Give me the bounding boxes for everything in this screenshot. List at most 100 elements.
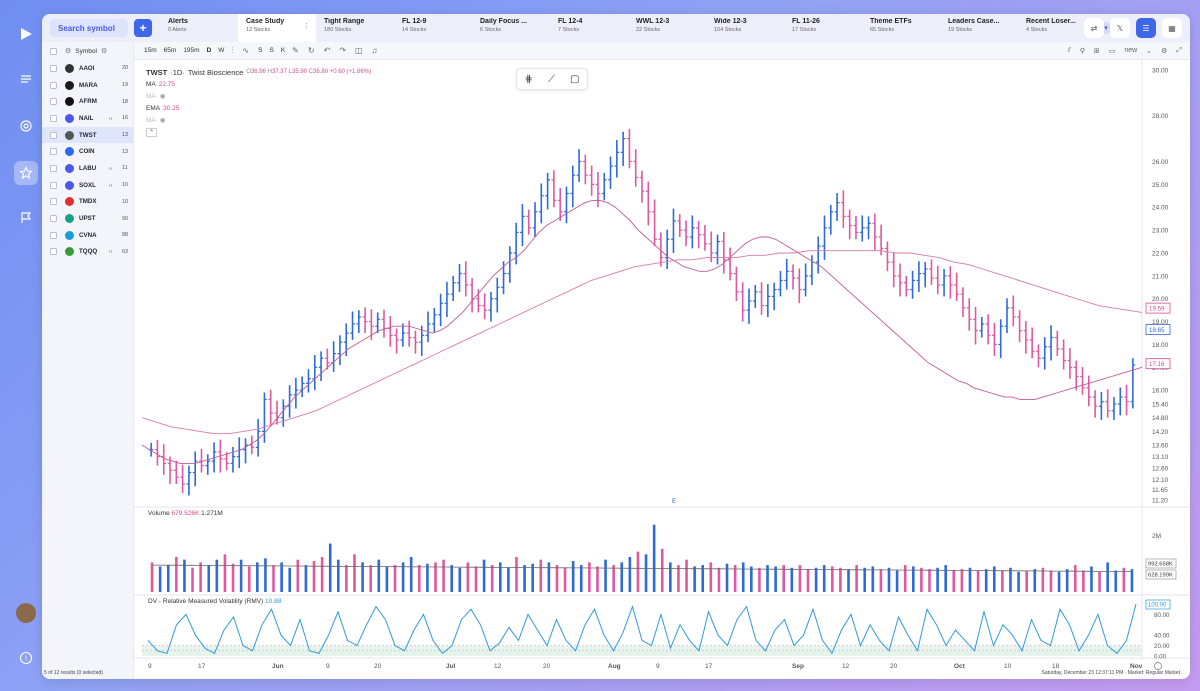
tab-0[interactable]: Alerts 0 Alerts (160, 14, 238, 42)
interval-15m[interactable]: 15m (144, 47, 157, 54)
volume-bar (247, 566, 251, 592)
symbol-column-header[interactable]: Symbol (75, 47, 97, 55)
eye-icon[interactable]: ◉ (159, 93, 166, 100)
bar-chart-icon[interactable]: ⫶ (231, 45, 234, 55)
symbol-row[interactable]: CVNA 88 (42, 227, 133, 244)
row-checkbox[interactable] (50, 114, 57, 122)
row-checkbox[interactable] (50, 148, 57, 156)
trendline-tool-icon[interactable]: ⟋ (547, 73, 555, 85)
gear-icon[interactable]: ⚙ (65, 48, 72, 55)
interval-daily[interactable]: D (206, 47, 212, 54)
comment-tool-icon[interactable]: ▢ (570, 73, 580, 85)
volume-bar (523, 565, 526, 592)
tab-8[interactable]: FL 11-26 17 Stocks (784, 14, 862, 42)
volume-bar (409, 557, 413, 592)
tab-10[interactable]: Leaders Case... 19 Stocks (940, 14, 1018, 42)
row-checkbox[interactable] (50, 64, 57, 72)
eye-icon[interactable]: ◉ (159, 117, 166, 124)
time-tick-label: 20 (374, 663, 382, 670)
layout-icon[interactable]: ⊞ (1093, 47, 1100, 55)
symbol-row[interactable]: TQQQ H 63 (42, 244, 133, 261)
tab-11[interactable]: Recent Loser... 4 Stocks (1018, 14, 1096, 42)
tab-9[interactable]: Theme ETFs 65 Stocks (862, 14, 940, 42)
more-icon[interactable]: ⋮ (303, 23, 310, 30)
chart-type-k[interactable]: K (280, 47, 286, 54)
row-checkbox[interactable] (50, 198, 57, 206)
play-logo-icon[interactable] (14, 22, 38, 46)
chart-area[interactable]: 30.00 28.00 26.00 25.00 24.00 23.00 22.00 21.00… (134, 60, 1190, 679)
symbol-row[interactable]: TWST 13 (42, 126, 133, 144)
chart-type-s2[interactable]: S (269, 47, 274, 54)
chart-toolbar: 15m 65m 195m D W ⫶ ∿ S S K ✎ ↻ ↶ ↷ ◫ ♫ ⫽… (42, 42, 1190, 60)
company-logo-icon (65, 197, 74, 207)
tab-2[interactable]: Tight Range 180 Stocks (316, 14, 394, 42)
volume-bar (482, 559, 486, 592)
row-checkbox[interactable] (50, 164, 57, 172)
interval-195m[interactable]: 195m (183, 47, 200, 54)
tab-title: Leaders Case... (948, 18, 1000, 25)
help-icon[interactable]: ! (14, 646, 38, 670)
fullscreen-icon[interactable]: ⤢ (1176, 46, 1182, 54)
avatar[interactable] (16, 603, 36, 623)
bell-icon[interactable]: ♫ (371, 46, 378, 55)
redo-icon[interactable]: ↷ (339, 46, 346, 55)
symbol-row[interactable]: LABU H 11 (42, 160, 133, 177)
chart-compare-icon[interactable]: ⫽ (1067, 46, 1071, 54)
add-watchlist-button[interactable]: + (134, 19, 152, 37)
tab-3[interactable]: FL 12-9 14 Stocks (394, 14, 472, 42)
camera-icon[interactable]: ◫ (354, 46, 363, 55)
flag-icon[interactable] (14, 206, 38, 230)
symbol-row[interactable]: COIN 13 (42, 143, 133, 160)
pencil-icon[interactable]: ✎ (292, 46, 299, 55)
x-logo-icon[interactable]: 𝕏 (1110, 18, 1130, 38)
volume-bar (377, 559, 381, 592)
tab-4[interactable]: Daily Focus ... 6 Stocks (472, 14, 550, 42)
symbol-ticker: AFRM (79, 98, 97, 106)
volume-bar (328, 543, 332, 592)
chevron-down-icon[interactable]: ⌄ (1146, 47, 1153, 55)
settings-icon[interactable]: ⚙ (100, 48, 108, 55)
symbol-row[interactable]: SOXL H 10 (42, 177, 133, 194)
refresh-icon[interactable]: ↻ (307, 46, 315, 55)
symbol-row[interactable]: AAOI 20 (42, 60, 133, 77)
share-icon[interactable]: ⇄ (1084, 18, 1104, 38)
row-checkbox[interactable] (50, 98, 57, 106)
tab-1[interactable]: Case Study 12 Stocks ⋮ (238, 14, 316, 42)
symbol-row[interactable]: MARA 19 (42, 77, 133, 94)
target-icon[interactable] (14, 114, 38, 138)
indicator-icon[interactable]: ∿ (242, 46, 250, 55)
symbol-row[interactable]: NAIL H 16 (42, 110, 133, 127)
symbol-row[interactable]: UPST 90 (42, 210, 133, 227)
tab-7[interactable]: Wide 12-3 104 Stocks (706, 14, 784, 42)
list-view-icon[interactable]: ☰ (1136, 18, 1156, 38)
fib-tool-icon[interactable]: ⋕ (524, 73, 533, 85)
symbol-row[interactable]: AFRM 18 (42, 93, 133, 110)
interval-weekly[interactable]: W (218, 47, 225, 54)
row-checkbox[interactable] (50, 215, 57, 223)
row-checkbox[interactable] (50, 231, 57, 239)
undo-icon[interactable]: ↶ (323, 46, 331, 55)
collapse-legend-button[interactable]: ⌃ (146, 127, 158, 137)
grid-view-icon[interactable]: ▦ (1162, 18, 1182, 38)
star-icon[interactable] (14, 161, 38, 185)
row-checkbox[interactable] (50, 131, 57, 139)
volume-bar (976, 570, 980, 592)
price-chart-svg[interactable]: 30.00 28.00 26.00 25.00 24.00 23.00 22.00 21.00… (134, 60, 1190, 679)
layout-select[interactable]: new (1124, 47, 1138, 54)
row-checkbox[interactable] (50, 81, 57, 89)
gear-icon[interactable]: ⚙ (1161, 47, 1168, 55)
interval-65m[interactable]: 65m (163, 47, 177, 54)
volume-bar (158, 566, 162, 592)
search-input[interactable]: Search symbol (50, 19, 128, 37)
row-checkbox[interactable] (50, 248, 57, 256)
chart-type-s1[interactable]: S (258, 47, 263, 54)
tab-5[interactable]: FL 12-4 7 Stocks (550, 14, 628, 42)
price-tick-label: 11.20 (1152, 498, 1168, 505)
select-all-checkbox[interactable] (50, 47, 57, 55)
row-checkbox[interactable] (50, 181, 57, 189)
symbol-row[interactable]: TMDX 10 (42, 194, 133, 211)
menu-icon[interactable] (14, 67, 38, 91)
person-icon[interactable]: ⚲ (1079, 47, 1085, 55)
tab-6[interactable]: WWL 12-3 22 Stocks (628, 14, 706, 42)
folder-icon[interactable]: ▭ (1108, 47, 1116, 55)
